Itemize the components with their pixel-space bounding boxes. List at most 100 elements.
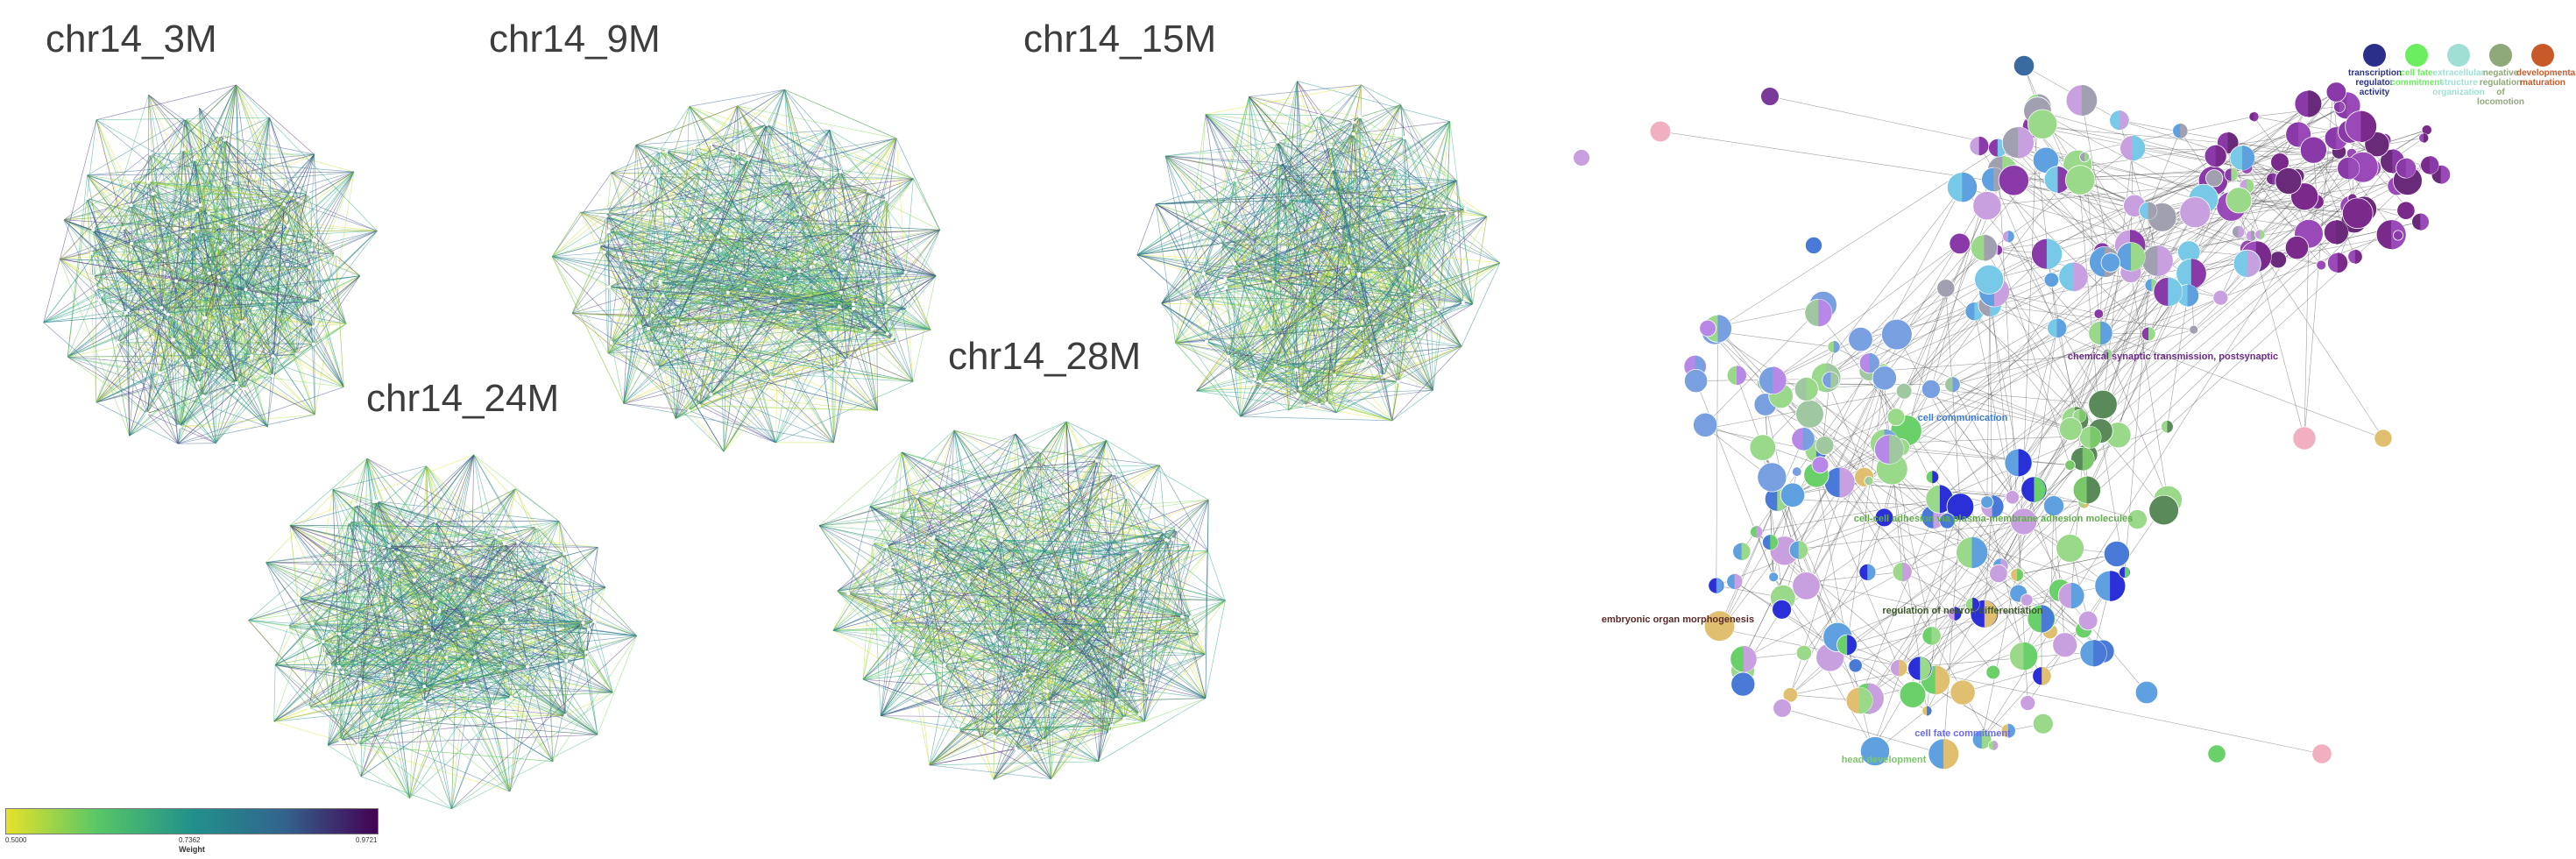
network-edge — [1318, 115, 1457, 181]
network-edge — [91, 252, 94, 277]
go-edge — [1806, 187, 1963, 390]
network-edge — [198, 239, 314, 384]
network-node — [656, 174, 661, 178]
network-edge — [245, 117, 270, 290]
network-node — [734, 151, 739, 155]
network-node — [1180, 614, 1185, 619]
network-node — [657, 149, 662, 153]
network-edge — [360, 458, 368, 777]
network-edge — [675, 301, 779, 419]
network-edge — [718, 229, 940, 238]
network-edge — [832, 629, 1150, 696]
network-edge — [1203, 180, 1236, 274]
network-edge — [129, 367, 202, 437]
network-edge — [511, 629, 590, 698]
network-edge — [424, 660, 567, 703]
network-edge — [551, 150, 667, 257]
network-edge — [439, 611, 637, 636]
network-edge — [287, 454, 474, 628]
network-edge — [940, 421, 1067, 707]
network-edge — [889, 566, 1147, 683]
go-edge — [1998, 178, 2215, 251]
network-edge — [431, 454, 475, 635]
network-edge — [1304, 303, 1473, 406]
network-node — [1445, 211, 1449, 216]
network-edge — [1359, 117, 1473, 304]
network-edge — [833, 269, 840, 444]
network-edge — [1361, 84, 1401, 105]
network-edge — [289, 525, 476, 658]
network-edge — [659, 150, 848, 360]
network-edge — [267, 200, 299, 428]
network-node — [1461, 301, 1465, 304]
network-node — [445, 558, 449, 563]
network-edge — [267, 204, 285, 428]
network-edge — [1175, 273, 1205, 344]
network-edge — [1309, 121, 1451, 245]
network-edge — [328, 744, 410, 799]
network-node — [1123, 678, 1128, 682]
network-edge — [1346, 84, 1362, 206]
network-edge — [1226, 287, 1256, 380]
network-edge — [1072, 550, 1142, 609]
network-edge — [1431, 288, 1463, 303]
network-node — [609, 341, 613, 344]
network-node — [597, 244, 601, 248]
network-edge — [648, 328, 878, 411]
network-node — [1067, 527, 1072, 531]
network-edge — [767, 124, 823, 180]
network-node — [1426, 186, 1431, 190]
network-edge — [940, 430, 955, 707]
network-edge — [1175, 342, 1398, 382]
network-node — [890, 336, 895, 340]
network-edge — [1332, 168, 1362, 329]
network-edge — [131, 204, 273, 376]
network-edge — [308, 611, 440, 708]
network-edge — [129, 395, 204, 437]
network-edge — [63, 219, 92, 254]
network-edge — [323, 653, 512, 698]
network-edge — [117, 309, 129, 343]
network-node — [606, 230, 611, 234]
network-node — [1137, 712, 1142, 716]
network-edge — [837, 591, 997, 727]
network-edge — [312, 500, 375, 624]
network-node — [909, 656, 914, 660]
network-edge — [605, 150, 660, 217]
network-edge — [889, 566, 1112, 642]
network-node — [1274, 229, 1278, 233]
network-edge — [1175, 268, 1407, 344]
network-edge — [695, 217, 779, 302]
network-edge — [880, 537, 980, 716]
network-edge — [571, 252, 605, 314]
network-edge — [349, 522, 399, 698]
network-edge — [718, 236, 873, 330]
network-edge — [457, 575, 606, 588]
network-edge — [371, 526, 537, 567]
network-edge — [1096, 460, 1126, 681]
network-node — [896, 514, 901, 518]
network-edge — [605, 216, 866, 297]
network-edge — [1126, 496, 1164, 532]
network-edge — [1175, 342, 1367, 361]
network-edge — [881, 715, 1125, 719]
network-edge — [323, 653, 410, 799]
network-edge — [862, 451, 902, 680]
network-edge — [1437, 213, 1447, 310]
network-edge — [929, 421, 1067, 591]
network-node — [200, 366, 204, 370]
network-edge — [1192, 296, 1462, 347]
network-node — [216, 275, 221, 280]
network-edge — [889, 550, 1208, 624]
network-edge — [929, 738, 982, 766]
network-edge — [1298, 394, 1305, 406]
network-edge — [1085, 585, 1099, 593]
network-edge — [696, 217, 937, 277]
network-edge — [355, 504, 471, 665]
network-edge — [1277, 141, 1335, 376]
network-edge — [954, 430, 1097, 462]
network-node — [195, 208, 200, 212]
network-edge — [469, 607, 537, 665]
network-edge — [916, 496, 934, 538]
network-edge — [129, 181, 149, 437]
